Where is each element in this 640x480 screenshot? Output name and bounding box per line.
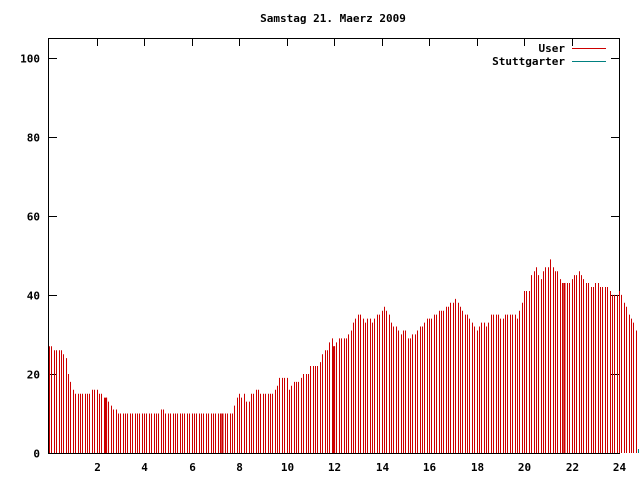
x-tick-label: 2 (94, 461, 101, 474)
x-tick-label: 6 (189, 461, 196, 474)
legend-label-user: User (539, 42, 566, 55)
legend-label-stuttgarter: Stuttgarter (492, 55, 565, 68)
x-tick-label: 18 (471, 461, 484, 474)
x-tick-label: 16 (423, 461, 437, 474)
series-user (49, 259, 637, 453)
y-tick-label: 100 (20, 53, 40, 66)
legend: User Stuttgarter (492, 42, 606, 68)
x-tick-label: 4 (141, 461, 148, 474)
x-tick-label: 24 (613, 461, 627, 474)
y-tick-label: 20 (27, 369, 40, 382)
x-tick-label: 10 (281, 461, 294, 474)
chart-title: Samstag 21. Maerz 2009 (260, 12, 406, 25)
x-tick-label: 22 (566, 461, 579, 474)
y-tick-label: 40 (27, 290, 40, 303)
x-tick-label: 14 (376, 461, 390, 474)
x-tick-label: 8 (236, 461, 243, 474)
y-tick-label: 60 (27, 211, 40, 224)
y-tick-label: 80 (27, 132, 40, 145)
y-axis: 0 20 40 60 80 100 (20, 53, 619, 461)
x-tick-label: 20 (518, 461, 531, 474)
y-tick-label: 0 (33, 448, 40, 461)
x-tick-label: 12 (328, 461, 341, 474)
